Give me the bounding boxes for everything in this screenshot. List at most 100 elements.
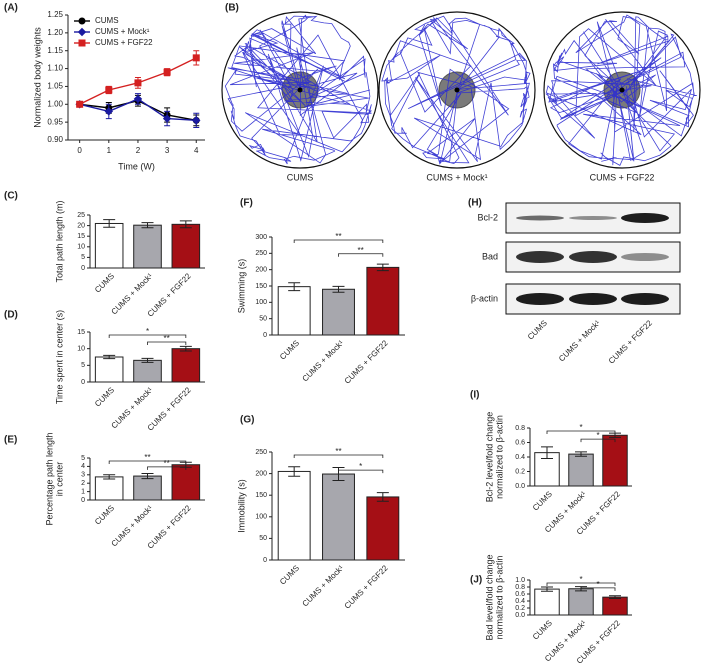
x-tick-label: CUMS xyxy=(531,619,554,642)
error-bar xyxy=(288,466,301,477)
legend-label: CUMS + FGF22 xyxy=(95,38,153,47)
bar xyxy=(133,359,162,383)
y-axis-label: Total path length (m) xyxy=(54,200,64,282)
marker xyxy=(192,54,200,62)
y-tick-label: 0.0 xyxy=(515,483,525,490)
y-tick-label: 150 xyxy=(255,283,267,290)
error-bar xyxy=(179,345,192,352)
significance-bracket xyxy=(108,460,187,464)
error-bar xyxy=(541,446,553,459)
x-tick-label: 0 xyxy=(77,146,82,155)
error-bar xyxy=(609,595,621,600)
blot-band xyxy=(621,253,669,261)
blot-band xyxy=(569,293,617,305)
y-tick-label: 50 xyxy=(259,316,267,323)
bar xyxy=(133,475,162,501)
error-bar xyxy=(179,220,192,229)
y-axis-label: Percentage path length xyxy=(44,432,54,525)
blot-band xyxy=(621,293,669,305)
x-tick-label: 4 xyxy=(194,146,199,155)
significance-bracket xyxy=(293,239,384,243)
significance-bracket xyxy=(546,430,616,434)
panel-label: (I) xyxy=(470,390,479,401)
swim-path xyxy=(224,14,372,165)
y-tick-label: 0 xyxy=(81,497,85,504)
y-tick-label: 4 xyxy=(81,463,85,470)
y-tick-label: 150 xyxy=(255,492,267,499)
significance-label: ** xyxy=(335,232,341,241)
significance-label: * xyxy=(596,580,599,589)
platform xyxy=(297,87,303,93)
x-tick-label: CUMS xyxy=(531,490,554,513)
error-bar xyxy=(288,282,301,292)
y-tick-label: 1.0 xyxy=(515,577,525,584)
legend-label: CUMS + Mock¹ xyxy=(95,27,150,36)
bar xyxy=(171,464,201,501)
y-tick-label: 1.10 xyxy=(47,64,63,73)
marker xyxy=(192,116,201,125)
platform xyxy=(454,87,460,93)
y-tick-label: 0.90 xyxy=(47,135,63,144)
significance-bracket xyxy=(580,438,616,443)
error-bar xyxy=(103,219,116,228)
y-tick-label: 5 xyxy=(81,455,85,462)
y-tick-label: 0 xyxy=(81,265,85,272)
marker xyxy=(105,86,113,94)
significance-bracket xyxy=(546,582,616,586)
bar xyxy=(171,348,201,383)
y-axis-label: Time spent in center (s) xyxy=(54,310,64,404)
bar xyxy=(322,288,355,336)
significance-bracket xyxy=(108,334,187,338)
y-tick-label: 1 xyxy=(81,488,85,495)
y-axis-label: Bad level/fold change xyxy=(484,554,494,640)
x-tick-label: CUMS + Mock¹ xyxy=(301,338,346,383)
y-tick-label: 0 xyxy=(263,332,267,339)
bar xyxy=(366,266,400,336)
significance-label: ** xyxy=(164,334,170,343)
y-tick-label: 300 xyxy=(255,234,267,241)
y-tick-label: 25 xyxy=(77,212,85,219)
y-tick-label: 0.0 xyxy=(515,612,525,619)
bar xyxy=(602,434,628,487)
marker xyxy=(104,107,114,116)
marker xyxy=(133,94,143,104)
y-tick-label: 200 xyxy=(255,267,267,274)
y-tick-label: 0.8 xyxy=(515,584,525,591)
significance-label: ** xyxy=(164,459,170,468)
bar xyxy=(277,286,311,336)
y-axis-label: Normalized body weights xyxy=(32,27,42,128)
marker xyxy=(77,27,87,37)
marker xyxy=(78,17,86,25)
bar xyxy=(568,453,594,487)
y-tick-label: 0 xyxy=(81,379,85,386)
panel-label: (D) xyxy=(4,310,18,321)
significance-label: ** xyxy=(335,447,341,456)
panel-label: (C) xyxy=(4,191,18,202)
panel-label: (G) xyxy=(240,415,254,426)
y-axis-label: in center xyxy=(54,462,64,497)
y-tick-label: 1.20 xyxy=(47,28,63,37)
bar xyxy=(94,476,124,501)
panel-label: (J) xyxy=(470,575,482,586)
y-axis-label: normalized to β-actin xyxy=(494,556,504,640)
bar xyxy=(568,588,594,616)
x-tick-label: CUMS xyxy=(93,504,116,527)
y-tick-label: 15 xyxy=(77,329,85,336)
x-tick-label: 2 xyxy=(136,146,141,155)
significance-label: * xyxy=(579,575,582,584)
bar xyxy=(133,224,162,269)
x-tick-label: CUMS xyxy=(278,564,301,587)
x-tick-label: 1 xyxy=(107,146,112,155)
y-axis-label: normalized to β-actin xyxy=(494,415,504,499)
y-tick-label: 50 xyxy=(259,535,267,542)
y-tick-label: 1.25 xyxy=(47,10,63,19)
y-axis-label: Swimming (s) xyxy=(236,259,246,314)
category-label: CUMS + FGF22 xyxy=(590,172,655,182)
y-tick-label: 10 xyxy=(77,244,85,251)
y-tick-label: 5 xyxy=(81,254,85,261)
bar xyxy=(94,222,124,269)
bar xyxy=(534,588,560,616)
y-axis-label: Immobility (s) xyxy=(236,479,246,533)
y-tick-label: 0.95 xyxy=(47,117,63,126)
y-tick-label: 0.2 xyxy=(515,605,525,612)
